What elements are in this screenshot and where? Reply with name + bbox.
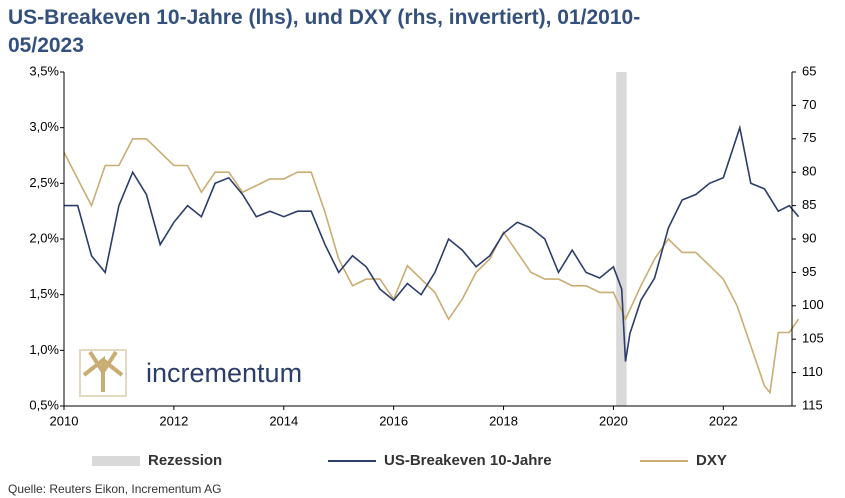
source: Quelle: Reuters Eikon, Incrementum AG	[8, 482, 221, 496]
y2-tick-label: 105	[802, 331, 824, 346]
recession-band	[616, 72, 627, 406]
y2-tick-label: 90	[802, 230, 816, 245]
x-tick-label: 2020	[599, 413, 628, 428]
y2-tick-label: 75	[802, 130, 816, 145]
x-tick-label: 2022	[709, 413, 738, 428]
y-tick-label: 2,0%	[29, 230, 59, 245]
plot	[63, 72, 800, 406]
legend-label: Rezession	[148, 452, 222, 469]
y-tick-label: 3,5%	[29, 63, 59, 78]
y2-tick-label: 115	[802, 397, 823, 412]
y2-tick-label: 95	[802, 264, 816, 279]
y2-tick-label: 70	[802, 97, 816, 112]
y2-tick-label: 85	[802, 197, 816, 212]
legend-swatch	[92, 456, 140, 466]
legend-label: US-Breakeven 10-Jahre	[384, 452, 552, 469]
y-tick-label: 2,5%	[29, 175, 59, 190]
y2-tick-label: 110	[802, 364, 823, 379]
chart-title: 05/2023	[8, 34, 84, 57]
logo-text: incrementum	[146, 358, 302, 388]
x-tick-label: 2012	[159, 413, 188, 428]
logo: incrementum	[79, 349, 302, 397]
y2-tick-label: 65	[802, 63, 816, 78]
x-tick-label: 2016	[379, 413, 408, 428]
y-tick-label: 3,0%	[29, 119, 59, 134]
series-line	[63, 138, 800, 395]
series-line	[64, 124, 800, 362]
y-tick-label: 1,5%	[29, 286, 59, 301]
x-tick-label: 2018	[489, 413, 518, 428]
chart-title: US-Breakeven 10-Jahre (lhs), und DXY (rh…	[8, 6, 640, 29]
x-tick-label: 2014	[269, 413, 298, 428]
logo-tree	[82, 350, 124, 392]
y2-tick-label: 80	[802, 164, 816, 179]
logo-frame	[79, 349, 127, 397]
legend-label: DXY	[696, 452, 727, 469]
x-tick-label: 2010	[50, 413, 79, 428]
y-tick-label: 1,0%	[29, 342, 59, 357]
y-tick-label: 0,5%	[29, 397, 59, 412]
y2-tick-label: 100	[802, 297, 824, 312]
